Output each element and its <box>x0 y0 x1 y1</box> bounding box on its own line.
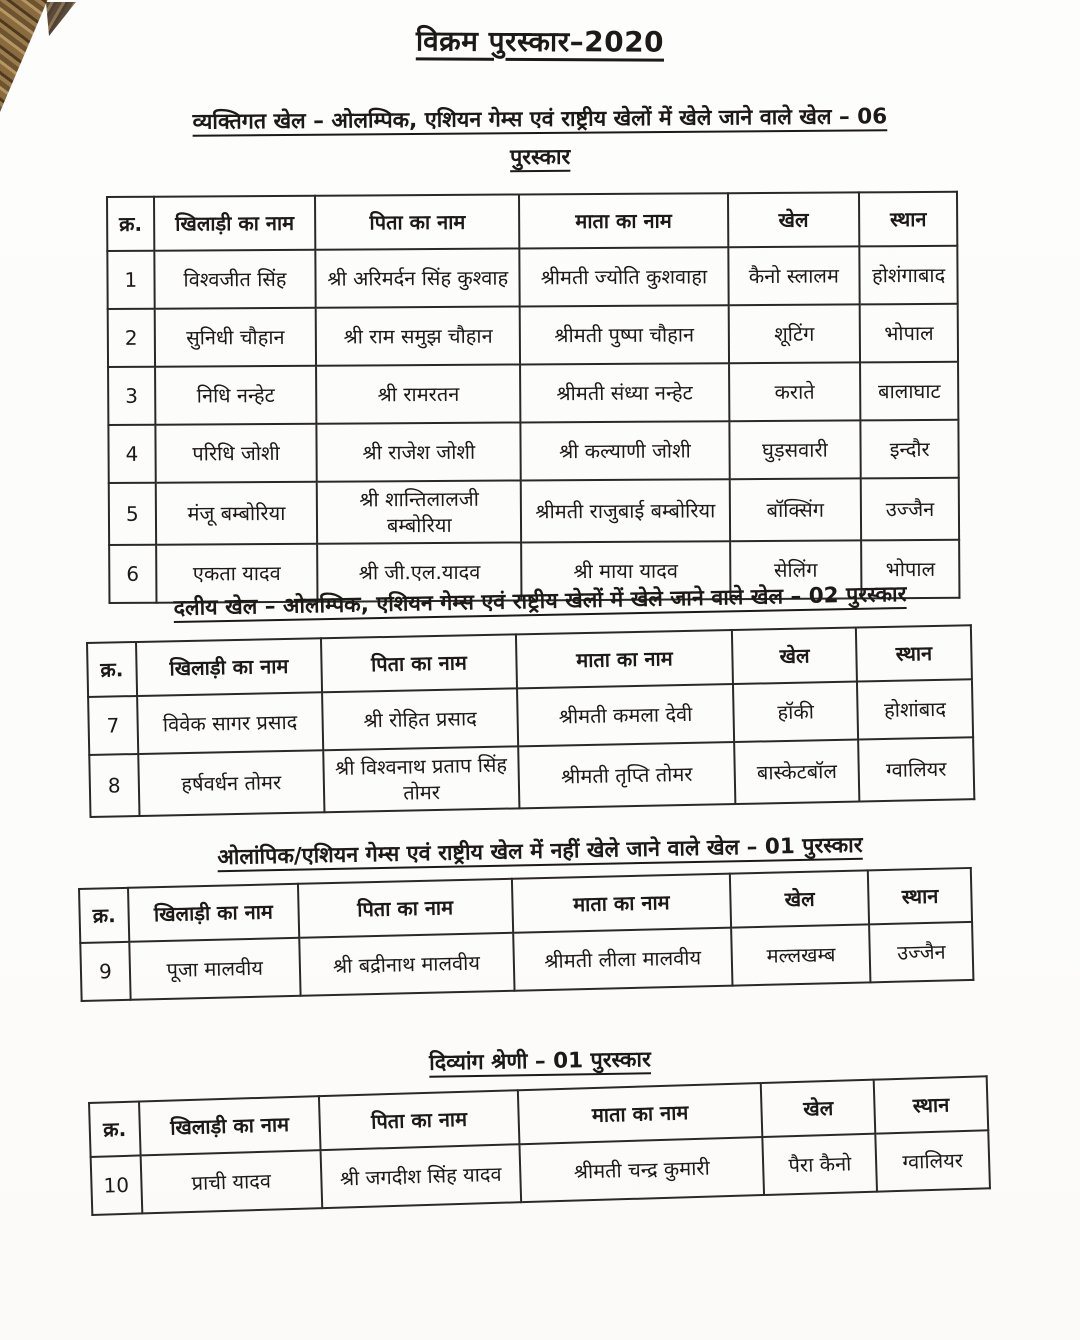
column-header: खिलाड़ी का नाम <box>128 883 299 942</box>
table-cell: श्री रोहित प्रसाद <box>322 688 518 751</box>
table-cell: श्रीमती कमला देवी <box>516 684 735 747</box>
table-cell: 3 <box>108 366 156 425</box>
table-row: 1 विश्वजीत सिंह श्री अरिमर्दन सिंह कुश्वाह… <box>107 245 958 309</box>
table-cell: मंजू बम्बोरिया <box>155 481 318 545</box>
table-cell: बास्केटबॉल <box>734 739 860 804</box>
column-header: क्र. <box>79 887 130 943</box>
table-cell: परिधि जोशी <box>155 423 317 483</box>
column-header: माता का नाम <box>519 193 728 249</box>
column-header: स्थान <box>859 191 958 247</box>
table-row: 4 परिधि जोशी श्री राजेश जोशी श्री कल्याणी ज… <box>108 419 959 483</box>
table-header-row: क्र. खिलाड़ी का नाम पिता का नाम माता का नाम… <box>107 191 958 251</box>
section-non-olympic-games: ओलांपिक/एशियन गेम्स एवं राष्ट्रीय खेल मे… <box>0 833 1080 1002</box>
column-header: खेल <box>729 870 870 928</box>
table-cell: सुनिधी चौहान <box>154 307 317 367</box>
section-heading-line: पुरस्कार <box>509 144 571 171</box>
column-header: खेल <box>761 1079 876 1138</box>
table-cell: बॉक्सिंग <box>729 478 862 542</box>
table-cell: श्रीमती पुष्पा चौहान <box>519 305 729 365</box>
table-cell: पैरा कैनो <box>762 1133 878 1195</box>
table-cell: बालाघाट <box>860 361 959 421</box>
table-row: 5 मंजू बम्बोरिया श्री शान्तिलालजी बम्बोरिय… <box>108 477 960 545</box>
table-cell: होशांबाद <box>856 679 974 740</box>
table-cell: उज्जैन <box>860 477 960 541</box>
column-header: क्र. <box>89 1101 141 1157</box>
table-cell: ग्वालियर <box>858 737 975 802</box>
table-cell: भोपाल <box>859 303 959 363</box>
section-heading-line: व्यक्तिगत खेल – ओलम्पिक, एशियन गेम्स एवं… <box>192 104 888 135</box>
table-cell: 7 <box>88 695 138 755</box>
column-header: पिता का नाम <box>315 194 520 250</box>
column-header: माता का नाम <box>515 630 734 689</box>
table-cell: श्री शान्तिलालजी बम्बोरिया <box>316 480 522 544</box>
table-cell: श्रीमती राजुबाई बम्बोरिया <box>520 479 730 543</box>
table-cell: विवेक सागर प्रसाद <box>136 692 324 754</box>
table-cell: श्री राजेश जोशी <box>316 422 521 482</box>
column-header: स्थान <box>873 1076 989 1134</box>
table-row: 2 सुनिधी चौहान श्री राम समुझ चौहान श्रीमती … <box>107 303 959 367</box>
table-row: 3 निधि नन्हेट श्री रामरतन श्रीमती संध्या नन… <box>108 361 959 425</box>
table-cell: कैनो स्लालम <box>727 246 860 306</box>
table-cell: श्री विश्वनाथ प्रताप सिंह तोमर <box>323 746 520 813</box>
column-header: पिता का नाम <box>297 878 513 938</box>
column-header: खेल <box>727 192 860 248</box>
table-cell: हॉकी <box>733 681 859 743</box>
table-cell: 1 <box>107 250 155 309</box>
column-header: पिता का नाम <box>319 1090 520 1151</box>
awards-table: क्र. खिलाड़ी का नाम पिता का नाम माता का नाम… <box>88 1075 991 1216</box>
awards-table: क्र. खिलाड़ी का नाम पिता का नाम माता का नाम… <box>78 867 974 1002</box>
section-individual-games: व्यक्तिगत खेल – ओलम्पिक, एशियन गेम्स एवं… <box>0 104 1080 604</box>
table-cell: 8 <box>89 753 140 817</box>
table-cell: श्रीमती संध्या नन्हेट <box>520 363 729 423</box>
column-header: क्र. <box>87 642 137 697</box>
awards-table: क्र. खिलाड़ी का नाम पिता का नाम माता का नाम… <box>106 191 960 604</box>
table-cell: मल्लखम्ब <box>731 924 871 986</box>
column-header: खेल <box>732 627 857 685</box>
table-cell: श्री जगदीश सिंह यादव <box>320 1144 521 1209</box>
column-header: माता का नाम <box>511 873 732 933</box>
table-cell: श्री कल्याणी जोशी <box>520 421 730 481</box>
table-cell: 10 <box>90 1155 142 1215</box>
section-divyang-category: दिव्यांग श्रेणी – 01 पुरस्कार क्र. खिलाड़… <box>0 1046 1080 1216</box>
table-cell: 9 <box>80 941 131 1001</box>
awards-table: क्र. खिलाड़ी का नाम पिता का नाम माता का नाम… <box>86 624 975 818</box>
table-cell: प्राची यादव <box>140 1150 323 1214</box>
table-cell: श्री राम समुझ चौहान <box>315 306 521 366</box>
table-cell: घुड़सवारी <box>728 420 861 480</box>
column-header: स्थान <box>868 867 973 925</box>
table-cell: 4 <box>108 424 156 483</box>
table-cell: विश्वजीत सिंह <box>154 249 316 309</box>
table-cell: श्रीमती तृप्ति तोमर <box>517 742 736 809</box>
column-header: क्र. <box>107 196 155 251</box>
table-cell: श्रीमती ज्योति कुशवाहा <box>519 247 729 307</box>
table-cell: हर्षवर्धन तोमर <box>137 750 325 816</box>
column-header: पिता का नाम <box>321 634 517 693</box>
table-cell: निधि नन्हेट <box>154 365 317 425</box>
column-header: खिलाड़ी का नाम <box>135 638 323 696</box>
table-cell: श्री रामरतन <box>316 364 521 424</box>
section-team-games: दलीय खेल – ओलम्पिक, एशियन गेम्स एवं राष्… <box>0 582 1080 818</box>
column-header: स्थान <box>855 625 972 682</box>
table-cell: होशंगाबाद <box>859 245 958 305</box>
table-cell: 5 <box>108 482 156 545</box>
table-cell: शूटिंग <box>728 304 861 364</box>
table-cell: कराते <box>728 362 861 422</box>
table-cell: पूजा मालवीय <box>129 937 301 1000</box>
table-cell: श्रीमती लीला मालवीय <box>512 927 733 991</box>
table-cell: ग्वालियर <box>875 1130 990 1192</box>
table-cell: श्री अरिमर्दन सिंह कुश्वाह <box>315 248 520 308</box>
table-cell: उज्जैन <box>869 921 974 983</box>
table-cell: श्री बद्रीनाथ मालवीय <box>298 932 515 996</box>
section-heading: व्यक्तिगत खेल – ओलम्पिक, एशियन गेम्स एवं… <box>0 100 1080 178</box>
column-header: खिलाड़ी का नाम <box>138 1096 321 1156</box>
document-title: विक्रम पुरस्कार–2020 <box>415 24 665 59</box>
table-cell: 2 <box>107 308 155 367</box>
column-header: खिलाड़ी का नाम <box>153 195 316 251</box>
table-cell: श्रीमती चन्द्र कुमारी <box>519 1137 765 1203</box>
table-cell: इन्दौर <box>860 419 959 479</box>
column-header: माता का नाम <box>517 1083 763 1145</box>
